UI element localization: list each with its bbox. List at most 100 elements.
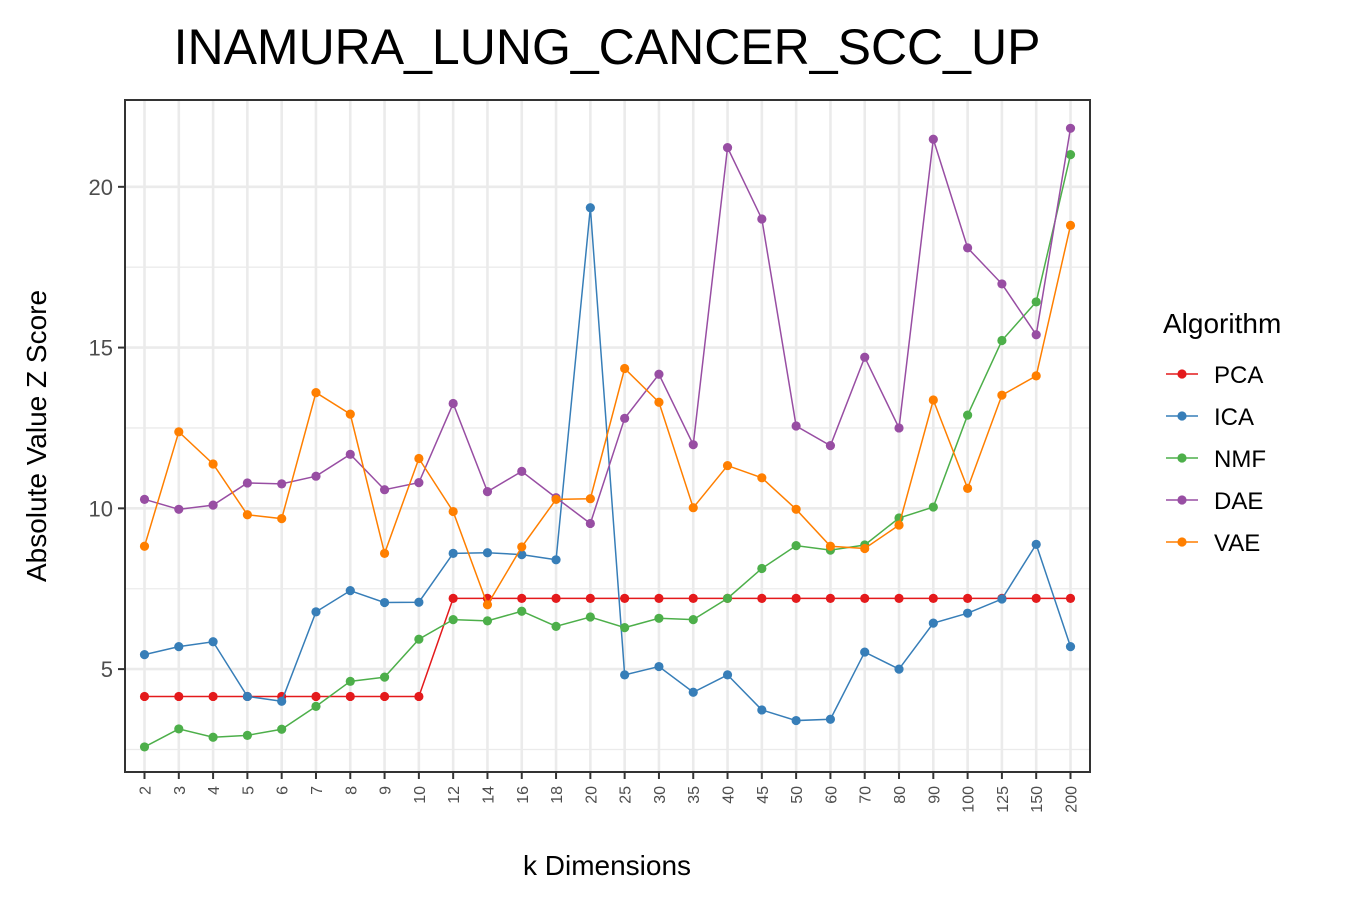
data-point-vae: [654, 397, 664, 407]
data-point-nmf: [311, 701, 321, 712]
data-point-ica: [620, 670, 630, 680]
data-point-pca: [208, 691, 218, 702]
data-point-vae: [139, 541, 150, 551]
legend-label: VAE: [1214, 530, 1260, 557]
data-point-ica: [722, 670, 733, 680]
data-point-pca: [585, 593, 595, 603]
x-tick-label: 4: [206, 786, 223, 795]
data-point-dae: [585, 518, 595, 529]
data-point-nmf: [585, 612, 595, 622]
x-tick-label: 50: [789, 786, 806, 804]
legend: Algorithm PCA ICA NMF DAE VAE: [1163, 308, 1281, 557]
data-point-vae: [551, 494, 561, 504]
series-line-vae: [143, 225, 1072, 607]
data-point-pca: [174, 691, 184, 702]
data-point-vae: [963, 483, 973, 494]
data-point-nmf: [791, 541, 801, 551]
data-point-ica: [963, 608, 973, 618]
legend-label: ICA: [1214, 404, 1254, 431]
data-point-dae: [722, 142, 733, 153]
data-point-ica: [448, 548, 458, 558]
data-point-nmf: [551, 621, 561, 631]
data-point-vae: [448, 506, 458, 517]
data-point-nmf: [414, 634, 424, 644]
data-point-pca: [860, 593, 870, 603]
legend-item-nmf: NMF: [1166, 446, 1266, 473]
data-point-nmf: [208, 732, 218, 742]
series-line-pca: [144, 597, 1071, 698]
y-tick-label: 15: [89, 336, 113, 361]
data-point-dae: [345, 449, 355, 459]
data-point-ica: [585, 203, 595, 213]
data-point-vae: [791, 504, 801, 514]
x-tick-label: 6: [275, 786, 292, 795]
legend-key-point: [1177, 411, 1187, 421]
data-point-nmf: [997, 335, 1007, 346]
data-point-vae: [688, 503, 698, 513]
data-point-dae: [997, 279, 1007, 289]
data-point-vae: [277, 514, 287, 524]
data-point-nmf: [1031, 297, 1041, 307]
data-point-vae: [722, 460, 733, 471]
x-tick-label: 40: [721, 786, 738, 804]
data-point-vae: [585, 494, 595, 504]
x-axis-title: k Dimensions: [523, 850, 691, 881]
x-tick-label: 60: [823, 786, 840, 804]
data-point-nmf: [242, 730, 252, 740]
data-point-dae: [620, 413, 630, 423]
x-tick-label: 150: [1029, 786, 1046, 813]
data-point-vae: [894, 520, 904, 530]
data-point-nmf: [277, 724, 287, 734]
x-tick-label: 8: [343, 786, 360, 795]
data-point-pca: [791, 593, 801, 603]
data-point-dae: [860, 352, 870, 362]
data-point-nmf: [448, 614, 458, 625]
data-point-dae: [311, 471, 321, 481]
data-point-ica: [791, 715, 801, 726]
data-point-vae: [482, 600, 493, 610]
y-tick-label: 10: [89, 496, 113, 521]
data-point-nmf: [139, 742, 150, 752]
x-tick-label: 90: [926, 786, 943, 804]
data-point-dae: [174, 504, 184, 514]
data-point-dae: [517, 466, 527, 476]
data-point-dae: [928, 134, 938, 144]
data-point-nmf: [517, 606, 527, 616]
data-point-ica: [139, 650, 150, 660]
data-point-nmf: [379, 672, 390, 682]
data-point-dae: [1031, 330, 1041, 340]
data-point-ica: [551, 555, 561, 565]
x-tick-label: 45: [755, 786, 772, 804]
series-ica: [139, 203, 1076, 726]
data-point-dae: [448, 398, 458, 409]
series-dae: [139, 123, 1076, 529]
data-point-ica: [517, 550, 527, 560]
data-point-dae: [242, 478, 252, 488]
data-point-ica: [242, 691, 252, 702]
series-nmf: [139, 150, 1076, 752]
series-line-nmf: [144, 154, 1072, 748]
data-point-vae: [379, 548, 390, 558]
data-point-ica: [208, 637, 218, 647]
data-point-pca: [620, 593, 630, 603]
data-point-pca: [139, 691, 150, 702]
data-point-ica: [277, 696, 287, 706]
series-pca: [139, 593, 1076, 702]
data-point-vae: [517, 542, 527, 552]
data-point-vae: [825, 541, 836, 551]
legend-label: PCA: [1214, 362, 1263, 389]
x-tick-label: 12: [446, 786, 463, 804]
x-tick-label: 10: [412, 786, 429, 804]
data-point-dae: [757, 214, 767, 224]
x-tick-label: 30: [652, 786, 669, 804]
legend-title: Algorithm: [1163, 308, 1281, 339]
series-layer: [139, 123, 1076, 752]
x-tick-label: 35: [686, 786, 703, 804]
data-point-nmf: [654, 613, 664, 623]
data-point-ica: [1031, 539, 1041, 549]
data-point-ica: [894, 664, 904, 674]
legend-key-point: [1177, 369, 1187, 379]
data-point-pca: [963, 593, 973, 603]
data-point-dae: [894, 423, 904, 433]
